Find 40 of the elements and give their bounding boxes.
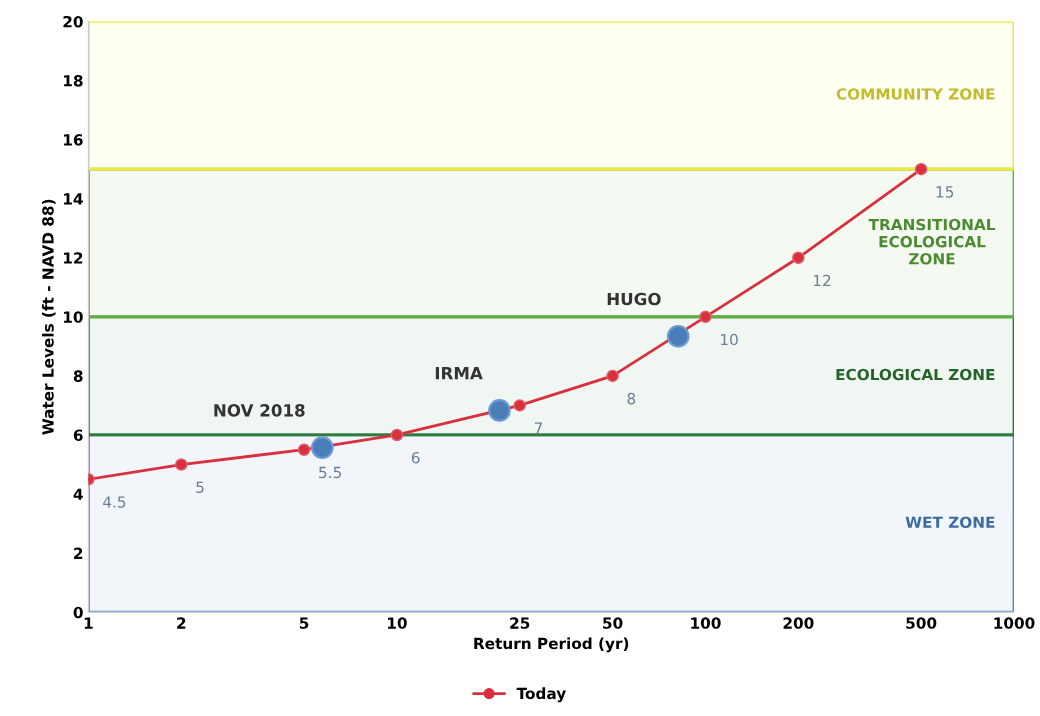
x-tick-label: 2 <box>177 617 186 629</box>
y-tick-label: 18 <box>64 75 83 87</box>
data-label: 15 <box>936 186 954 198</box>
y-tick-label: 10 <box>64 311 83 323</box>
band-label: ECOLOGICAL ZONE <box>836 368 995 381</box>
data-label: 6 <box>411 451 420 464</box>
y-tick-label: 6 <box>73 429 83 441</box>
x-tick-label: 10 <box>388 617 407 629</box>
legend-label: Today <box>516 687 566 703</box>
y-tick-label: 14 <box>64 193 83 205</box>
x-tick-label: 200 <box>783 617 814 629</box>
y-axis-title: Water Levels (ft - NAVD 88) <box>41 199 56 435</box>
band-label: COMMUNITY ZONE <box>836 88 995 100</box>
annotation: IRMA <box>435 367 483 380</box>
annotation: NOV 2018 <box>214 404 305 417</box>
x-tick-label: 1000 <box>994 617 1035 629</box>
data-label: 8 <box>627 392 636 405</box>
data-label: 5 <box>196 481 204 493</box>
x-tick-label: 100 <box>691 617 721 629</box>
annotation: HUGO <box>607 292 661 306</box>
y-tick-label: 2 <box>74 547 83 559</box>
y-tick-label: 8 <box>73 370 83 382</box>
y-tick-label: 12 <box>64 252 83 264</box>
y-tick-label: 20 <box>63 15 83 28</box>
band-label: TRANSITIONAL ECOLOGICAL ZONE <box>868 218 996 265</box>
x-axis-title: Return Period (yr) <box>474 637 629 653</box>
data-label: 4.5 <box>103 496 126 508</box>
data-label: 12 <box>813 274 831 287</box>
band-label: WET ZONE <box>905 516 995 529</box>
y-tick-label: 4 <box>73 488 83 500</box>
x-tick-label: 50 <box>603 617 623 629</box>
data-label: 5.5 <box>319 466 341 479</box>
y-tick-label: 0 <box>73 606 83 619</box>
data-label: 10 <box>721 333 738 346</box>
x-tick-label: 5 <box>299 617 309 629</box>
y-tick-label: 16 <box>64 134 83 146</box>
x-tick-label: 25 <box>510 617 530 629</box>
x-tick-label: 500 <box>906 617 937 629</box>
data-label: 7 <box>534 422 543 434</box>
x-tick-label: 1 <box>84 617 93 629</box>
